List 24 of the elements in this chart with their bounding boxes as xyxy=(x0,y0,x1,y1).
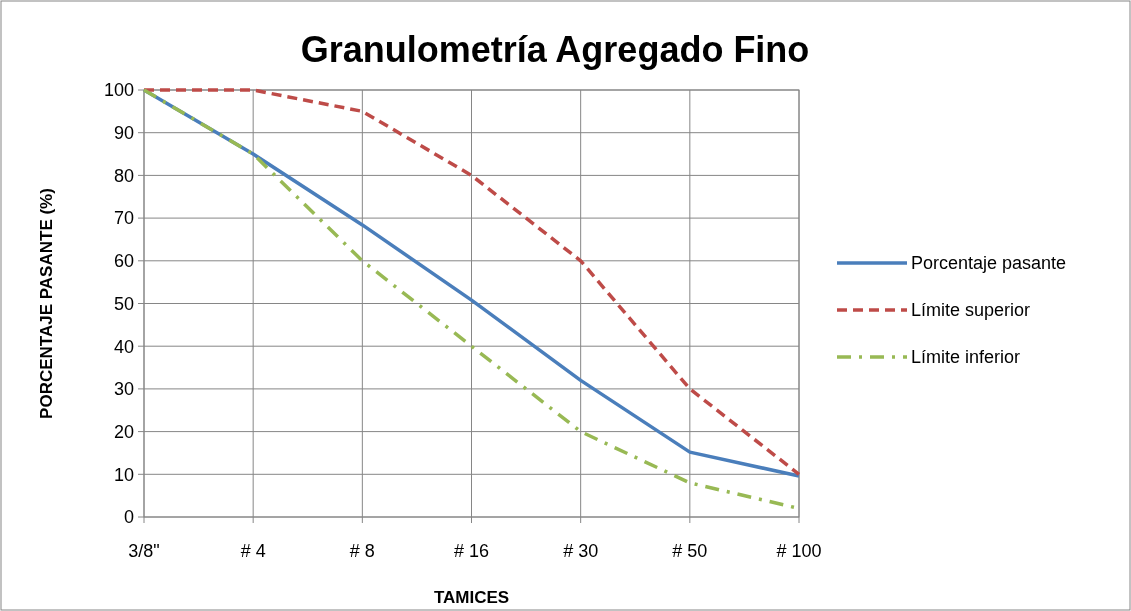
y-tick-label: 30 xyxy=(113,379,134,400)
x-axis-title: TAMICES xyxy=(433,588,510,607)
legend-label: Porcentaje pasante xyxy=(911,253,1067,274)
chart-title: Granulometría Agregado Fino xyxy=(300,29,810,70)
y-tick-label: 20 xyxy=(113,421,134,442)
y-tick-label: 90 xyxy=(113,123,134,143)
y-tick-label: 80 xyxy=(113,165,134,186)
x-tick-label: # 50 xyxy=(672,541,708,561)
x-tick-label: # 16 xyxy=(453,541,490,561)
y-tick-label: 0 xyxy=(123,507,134,528)
y-tick-label: 60 xyxy=(113,251,134,272)
y-tick-label: 70 xyxy=(113,208,134,229)
y-tick-label: 10 xyxy=(113,464,134,485)
y-tick-label: 40 xyxy=(113,336,134,357)
x-tick-label: # 30 xyxy=(563,541,599,561)
y-tick-label: 100 xyxy=(103,80,134,101)
x-tick-label: # 8 xyxy=(349,541,375,561)
x-tick-label: # 100 xyxy=(776,541,822,561)
y-axis-title: PORCENTAJE PASANTE (%) xyxy=(37,188,56,419)
x-tick-label: 3/8" xyxy=(128,541,160,561)
y-tick-label: 50 xyxy=(113,293,134,314)
legend-label: Límite inferior xyxy=(911,347,1021,368)
x-tick-label: # 4 xyxy=(240,541,266,561)
legend-label: Límite superior xyxy=(911,300,1031,321)
